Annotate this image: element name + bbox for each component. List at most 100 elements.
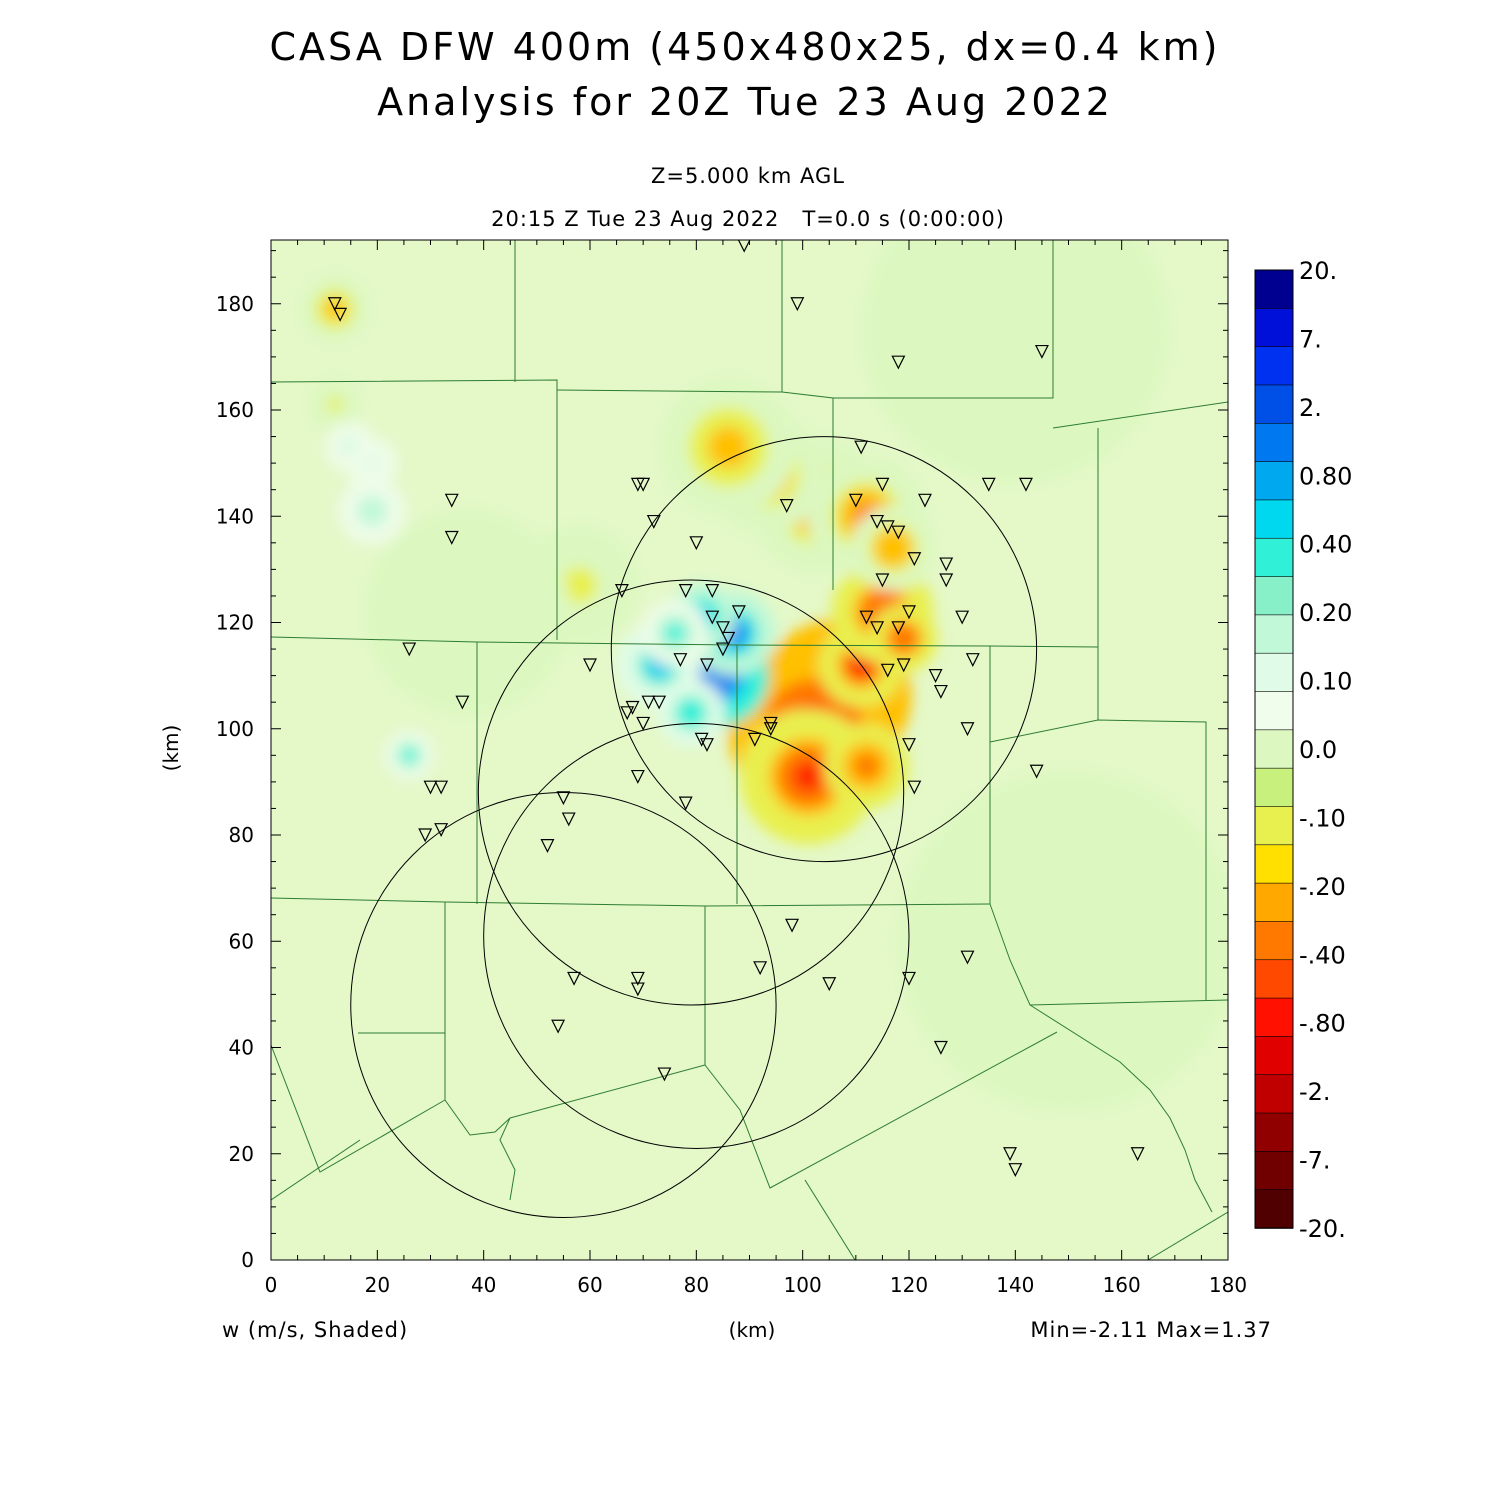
station-marker [699, 738, 714, 753]
chart-title: CASA DFW 400m (450x480x25, dx=0.4 km) [269, 25, 1220, 69]
y-tick-label: 20 [229, 1142, 254, 1166]
w-cell-28-band-3 [981, 296, 1049, 364]
station-marker [763, 722, 778, 737]
x-tick-label: 180 [1209, 1273, 1247, 1297]
station-marker [907, 552, 922, 567]
station-marker [875, 477, 890, 492]
w-cell-22-band-3 [364, 503, 380, 519]
w-cell-11-band-3 [883, 538, 903, 558]
colorbar-swatch [1254, 1074, 1294, 1114]
station-marker [715, 642, 730, 657]
x-tick-label: 120 [890, 1273, 928, 1297]
station-marker [444, 530, 459, 545]
station-marker [556, 791, 571, 806]
station-marker [636, 716, 651, 731]
station-marker [848, 493, 863, 508]
x-tick-label: 40 [471, 1273, 496, 1297]
colorbar-swatch [1254, 921, 1294, 961]
station-marker [721, 631, 736, 646]
station-marker [657, 1067, 672, 1082]
colorbar-swatch [1254, 806, 1294, 846]
station-marker [561, 812, 576, 827]
station-marker [327, 297, 342, 312]
colorbar-label: 20. [1299, 257, 1337, 285]
colorbar-label: 0.20 [1299, 599, 1352, 627]
station-marker [875, 573, 890, 588]
x-tick-label: 0 [265, 1273, 278, 1297]
colorbar-label: 2. [1299, 394, 1322, 422]
plot-area [271, 240, 1228, 1260]
station-marker [854, 440, 869, 455]
station-marker [939, 573, 954, 588]
colorbar-swatch [1254, 422, 1294, 463]
colorbar-swatch [1254, 691, 1294, 731]
station-marker [646, 514, 661, 529]
w-cell-24-band-3 [366, 457, 378, 469]
colorbar-label: -.80 [1299, 1010, 1346, 1038]
station-marker [790, 297, 805, 312]
colorbar-swatch [1254, 844, 1294, 884]
y-tick-label: 0 [241, 1248, 254, 1272]
station-marker [434, 780, 449, 795]
x-axis-label: (km) [729, 1318, 776, 1342]
station-marker [625, 700, 640, 715]
station-marker [753, 961, 768, 976]
station-marker [960, 950, 975, 965]
station-marker [402, 642, 417, 657]
station-marker [630, 971, 645, 986]
station-marker [1003, 1147, 1017, 1162]
w-cell-26-band-3 [445, 589, 491, 635]
x-tick-label: 20 [365, 1273, 390, 1297]
station-marker [731, 605, 746, 620]
x-tick-label: 140 [996, 1273, 1034, 1297]
colorbar-swatch [1254, 384, 1294, 425]
y-tick-label: 120 [216, 611, 254, 635]
station-marker [1008, 1163, 1023, 1178]
station-marker [694, 732, 709, 747]
station-marker [939, 557, 954, 572]
station-marker [551, 1019, 566, 1034]
w-field [300, 240, 1228, 1112]
station-marker [678, 796, 693, 811]
colorbar-swatch [1254, 882, 1294, 923]
colorbar-swatch [1254, 1189, 1294, 1229]
w-cell-3-band-3 [857, 756, 876, 776]
colorbar-swatch [1254, 729, 1294, 769]
station-marker [333, 307, 348, 322]
station-marker [907, 780, 922, 795]
station-marker [705, 610, 720, 625]
y-axis-label: (km) [159, 725, 183, 772]
min-max-label: Min=-2.11 Max=1.37 [1030, 1318, 1272, 1342]
station-marker [1130, 1147, 1145, 1162]
station-marker [747, 732, 762, 747]
colorbar-label: -2. [1299, 1078, 1331, 1106]
station-marker [614, 584, 629, 598]
x-tick-label: 80 [684, 1273, 709, 1297]
station-marker [822, 977, 837, 992]
station-marker [891, 621, 906, 636]
radar-coverage-rings [350, 436, 1038, 1218]
station-marker [965, 653, 980, 668]
station-marker [689, 536, 704, 551]
colorbar-swatch [1254, 614, 1294, 655]
x-tick-label: 100 [784, 1273, 822, 1297]
colorbar-frame [1254, 269, 1294, 1229]
w-cell-14-band-3 [329, 399, 341, 411]
field-label: w (m/s, Shaded) [222, 1318, 408, 1342]
w-cell-2-band-3 [793, 761, 823, 792]
w-cell-27-band-3 [1031, 904, 1106, 979]
station-marker [620, 706, 635, 721]
station-marker [896, 658, 911, 673]
station-marker [1018, 477, 1033, 492]
y-tick-label: 100 [216, 717, 254, 741]
colorbar-swatch [1254, 499, 1294, 540]
station-marker [917, 493, 932, 508]
y-tick-label: 160 [216, 398, 254, 422]
colorbar-label: 7. [1299, 325, 1322, 353]
colorbar-swatch [1254, 346, 1294, 386]
colorbar-label: 0.40 [1299, 531, 1352, 559]
w-cell-20-band-3 [667, 625, 683, 641]
time-label: 20:15 Z Tue 23 Aug 2022 T=0.0 s (0:00:00… [491, 207, 1005, 231]
colorbar: 20. 7. 2. 0.80 0.40 0.20 0.10 0.0 -.10 -.20 -.40 -.… [1254, 257, 1352, 1243]
station-marker [870, 514, 885, 529]
